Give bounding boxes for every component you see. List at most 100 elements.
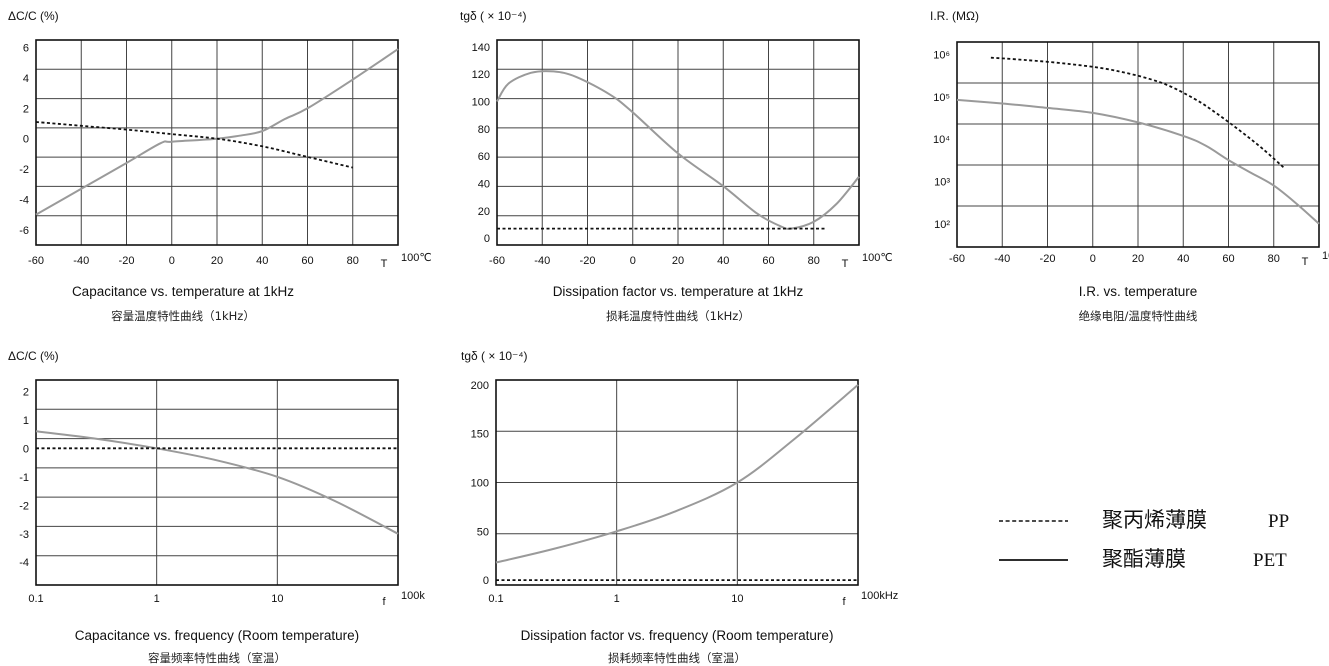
y-tick-label: -3 — [19, 529, 29, 541]
plot-frame — [35, 379, 399, 586]
x-tick-label: 20 — [672, 255, 684, 267]
x-tick-label: 40 — [256, 255, 268, 267]
chart-4: ΔC/C (%)210-1-2-3-40.1 1 10 f 100kCapacitanc… — [8, 349, 425, 665]
y-tick-label: 20 — [478, 206, 490, 218]
y-tick-label: 140 — [472, 42, 490, 54]
gridlines — [497, 40, 859, 245]
caption-english: Dissipation factor vs. temperature at 1k… — [553, 284, 804, 299]
caption-english: I.R. vs. temperature — [1079, 284, 1198, 299]
legend-label: 聚丙烯薄膜 — [1102, 508, 1207, 532]
gridlines — [36, 380, 398, 585]
x-tick-label: 0 — [1090, 253, 1096, 265]
y-tick-label: -1 — [19, 472, 29, 484]
x-tick-label: 10 — [731, 593, 743, 605]
y-axis-title: ΔC/C (%) — [8, 9, 59, 23]
x-tick-label: -60 — [489, 255, 505, 267]
y-tick-label: -4 — [19, 194, 29, 206]
x-tick-label: 80 — [347, 255, 359, 267]
plot-frame — [956, 41, 1320, 248]
x-axis-variable: T — [381, 258, 388, 270]
caption-english: Capacitance vs. temperature at 1kHz — [72, 284, 294, 299]
y-tick-label: 0 — [23, 134, 29, 146]
x-tick-label: -20 — [1040, 253, 1056, 265]
caption-chinese: 损耗频率特性曲线（室温） — [608, 651, 746, 665]
x-axis-end-label: 100℃ — [401, 252, 432, 264]
gridlines — [496, 380, 858, 585]
plot-frame — [35, 39, 399, 246]
x-axis-variable: f — [842, 596, 846, 608]
series-line-pet — [495, 384, 859, 564]
x-tick-label: -60 — [949, 253, 965, 265]
plot-frame — [496, 39, 860, 246]
x-tick-label: -40 — [534, 255, 550, 267]
series-line-pet — [496, 70, 860, 230]
legend-code: PP — [1268, 511, 1289, 532]
x-tick-label: 0.1 — [488, 593, 503, 605]
x-tick-label: 10 — [271, 593, 283, 605]
x-tick-label: 60 — [301, 255, 313, 267]
chart-3: I.R. (MΩ) 10⁶ 10⁵ 10⁴ 10³ 10² -60 -40 -20 0 20 40 60… — [930, 9, 1329, 323]
x-axis-variable: f — [382, 596, 386, 608]
x-tick-label: 1 — [614, 593, 620, 605]
gridlines — [957, 42, 1319, 247]
caption-chinese: 容量频率特性曲线（室温） — [148, 651, 286, 665]
y-tick-label: 10⁶ — [933, 50, 950, 62]
y-tick-label: 50 — [477, 526, 489, 538]
y-axis-title: I.R. (MΩ) — [930, 9, 979, 23]
caption-english: Dissipation factor vs. frequency (Room t… — [521, 628, 834, 643]
x-tick-label: 0 — [169, 255, 175, 267]
x-axis-end-label: 100k — [401, 590, 425, 602]
y-tick-label: 100 — [472, 97, 490, 109]
y-tick-label: -2 — [19, 164, 29, 176]
gridlines — [36, 40, 398, 245]
y-tick-label: 10³ — [934, 176, 950, 188]
x-tick-label: 60 — [1222, 253, 1234, 265]
y-axis-title: tgδ ( × 10⁻⁴) — [461, 349, 528, 363]
y-tick-label: 10² — [934, 219, 950, 231]
plot-frame — [495, 379, 859, 586]
series-line-pet — [956, 98, 1320, 225]
series-line-pp — [990, 56, 1286, 170]
x-tick-label: 20 — [211, 255, 223, 267]
chart-5: tgδ ( × 10⁻⁴) 200 150 100 50 0 0.1 1 10 f 100kHz Di… — [461, 349, 898, 665]
y-tick-label: -6 — [19, 225, 29, 237]
y-tick-label: 120 — [472, 69, 490, 81]
y-tick-label: 2 — [23, 103, 29, 115]
y-tick-label: 150 — [471, 429, 489, 441]
y-tick-label: 0 — [484, 233, 490, 245]
x-axis-variable: T — [842, 258, 849, 270]
x-tick-label: 0.1 — [28, 593, 43, 605]
y-tick-label: 200 — [471, 380, 489, 392]
x-axis-end-label: 100kHz — [861, 590, 898, 602]
legend-code: PET — [1253, 550, 1287, 571]
y-tick-label: -4 — [19, 557, 29, 569]
y-tick-label: 0 — [483, 575, 489, 587]
y-axis-title: tgδ ( × 10⁻⁴) — [460, 9, 527, 23]
y-tick-label: 1 — [23, 415, 29, 427]
x-tick-label: -40 — [73, 255, 89, 267]
legend: 聚丙烯薄膜 PP 聚酯薄膜 PET — [999, 508, 1289, 571]
y-tick-label: 4 — [23, 73, 29, 85]
y-tick-label: 10⁴ — [933, 134, 950, 146]
y-tick-label: 6 — [23, 43, 29, 55]
y-axis-title: ΔC/C (%) — [8, 349, 59, 363]
y-tick-label: 80 — [478, 124, 490, 136]
x-tick-label: 80 — [1268, 253, 1280, 265]
caption-english: Capacitance vs. frequency (Room temperat… — [75, 628, 359, 643]
x-tick-label: 80 — [808, 255, 820, 267]
x-tick-label: 20 — [1132, 253, 1144, 265]
x-tick-label: 0 — [630, 255, 636, 267]
x-tick-label: -40 — [994, 253, 1010, 265]
chart-2: tgδ ( × 10⁻⁴) 140 120 100 80 60 40 20 0 -60 -40 -20… — [460, 9, 893, 323]
series-line-pet — [35, 48, 399, 216]
legend-label: 聚酯薄膜 — [1102, 547, 1186, 571]
x-tick-label: 40 — [717, 255, 729, 267]
x-axis-variable: T — [1302, 256, 1309, 268]
y-tick-label: 0 — [23, 443, 29, 455]
caption-chinese: 容量温度特性曲线（1kHz） — [111, 309, 255, 323]
x-tick-label: 1 — [154, 593, 160, 605]
y-tick-label: 40 — [478, 179, 490, 191]
caption-chinese: 绝缘电阻/温度特性曲线 — [1079, 309, 1198, 323]
